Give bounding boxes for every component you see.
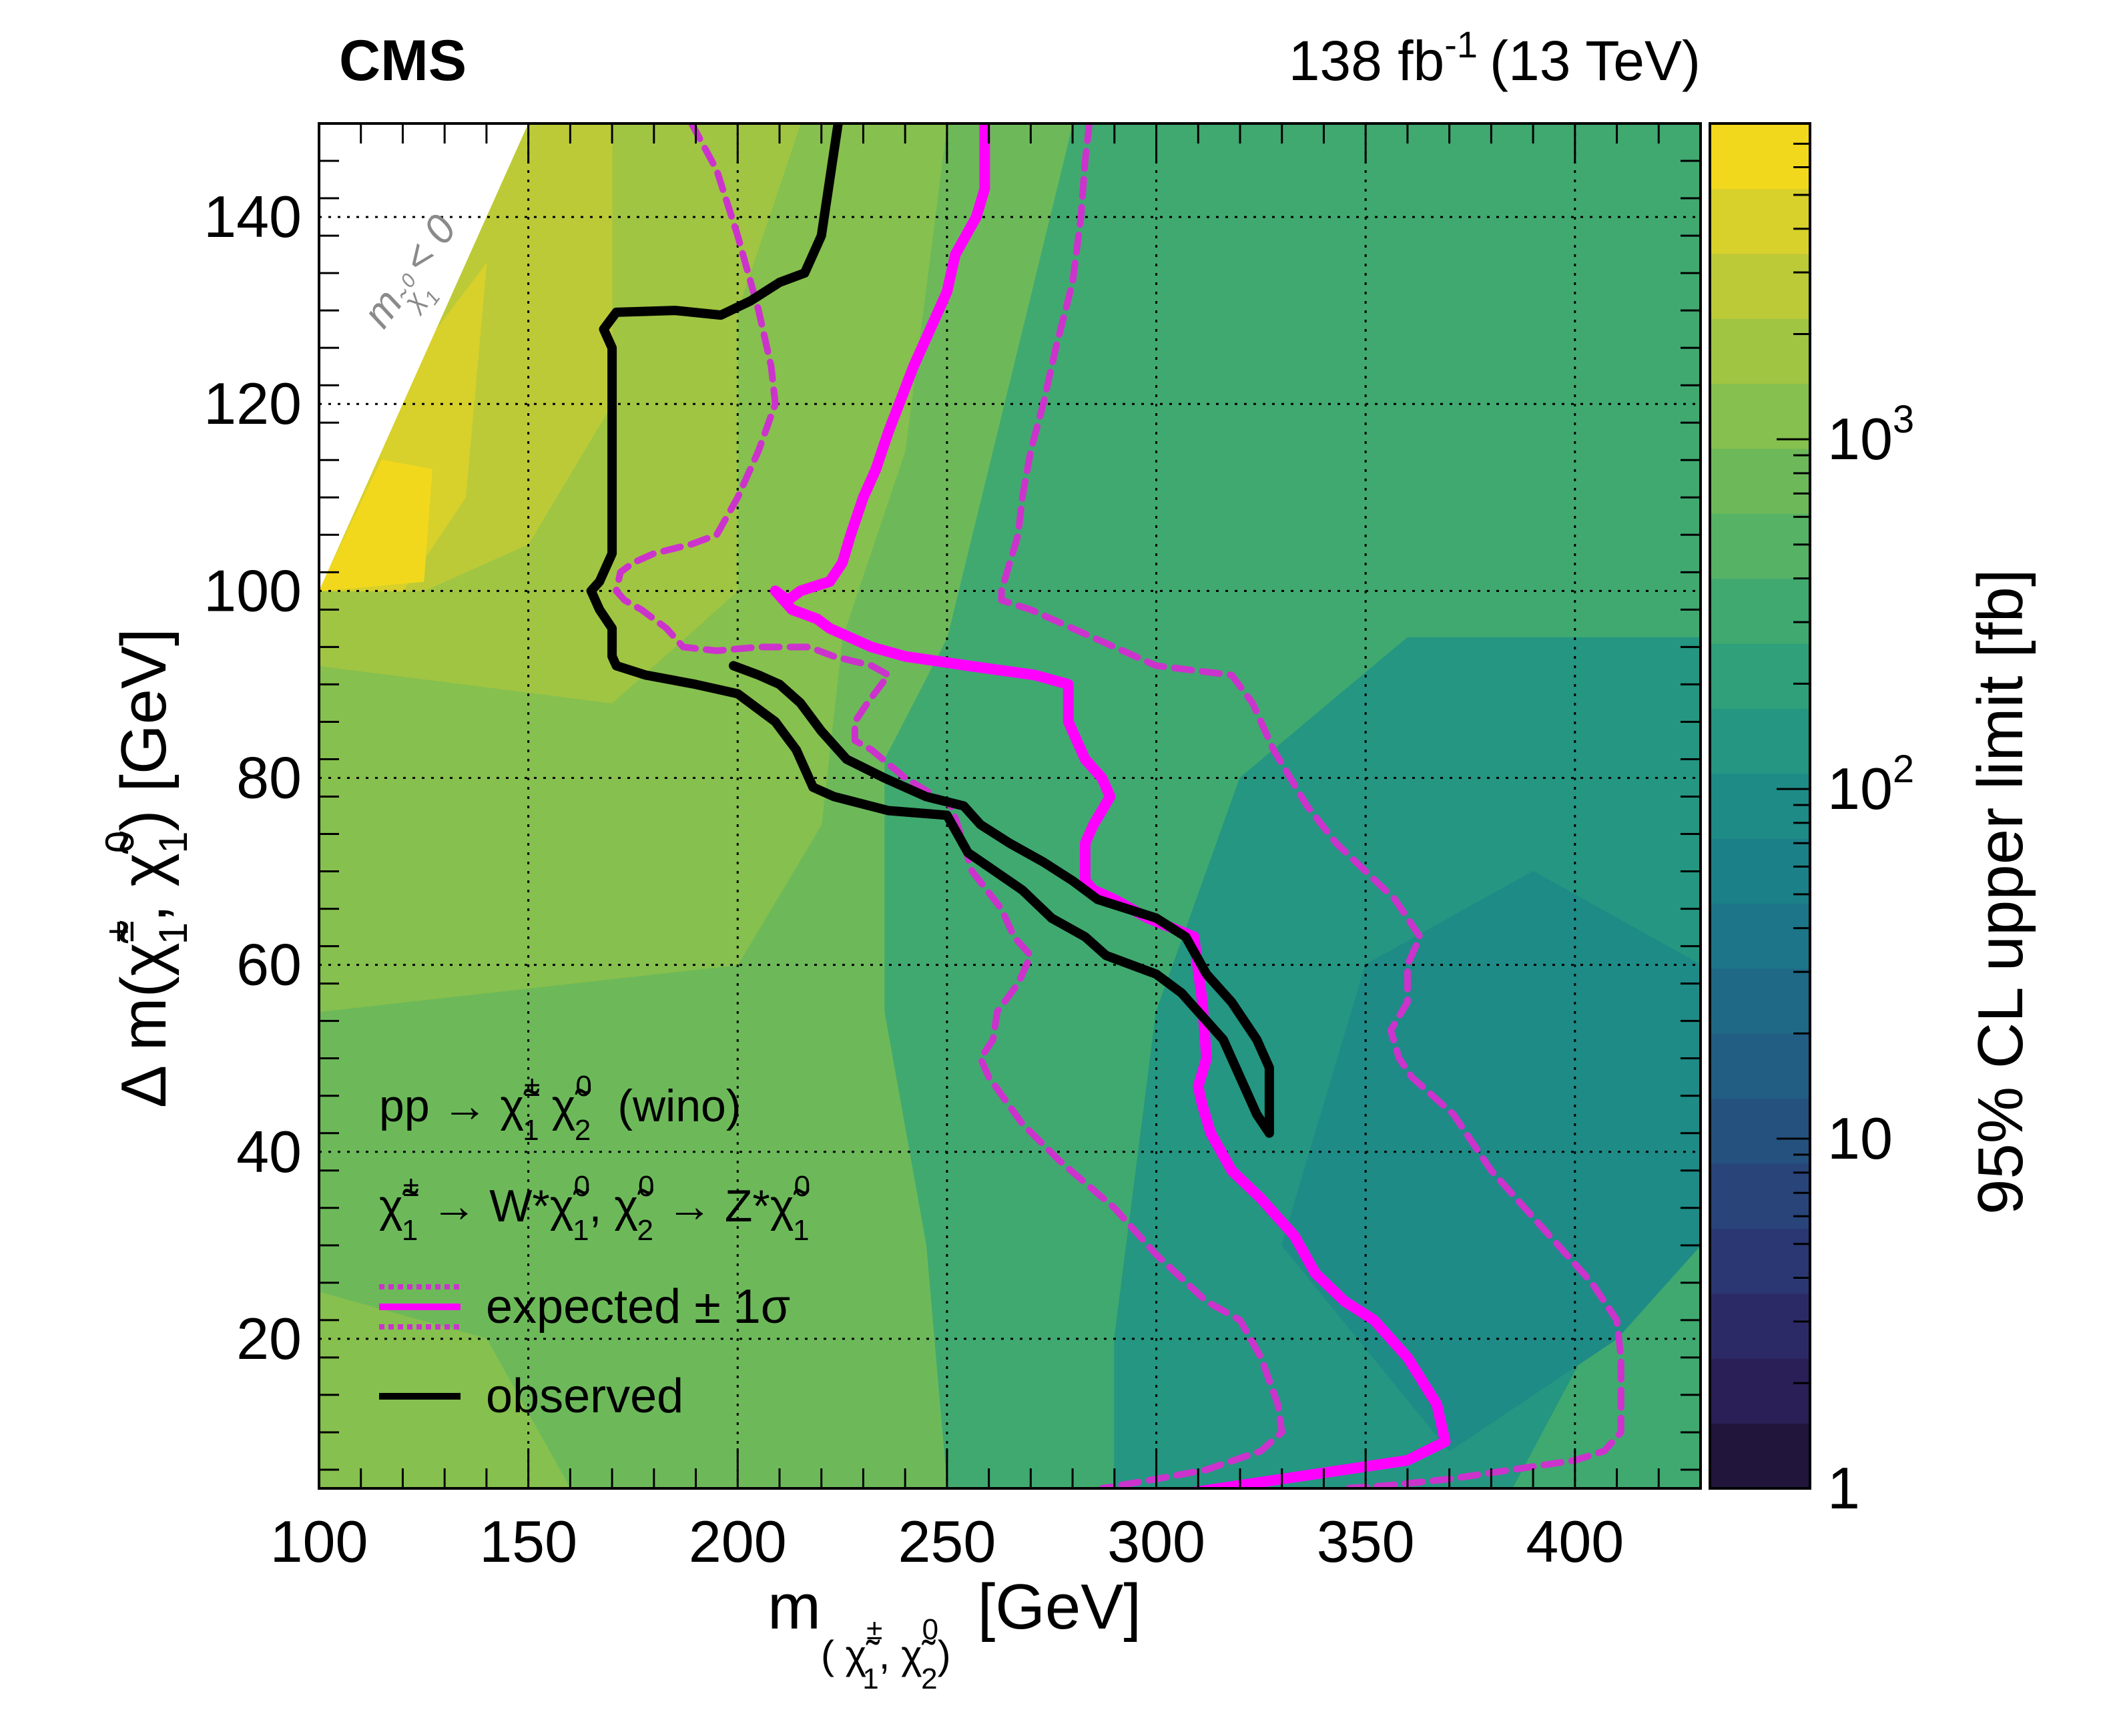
x-tick-label: 100 [270,1508,368,1574]
heat-region-8 [1281,870,1701,1452]
forbidden-region [319,123,529,591]
legend: pp → χ̃± 1 χ̃0 2 (wino) χ̃± 1 → W*χ̃0 1, χ̃0 2 →… [379,1070,810,1423]
colorbar-band [1710,903,1810,969]
x-tick-label: 250 [898,1508,996,1574]
x-tick-label: 200 [689,1508,787,1574]
colorbar-band [1710,123,1810,189]
y-tick-label: 100 [204,557,302,623]
x-tick-label: 150 [479,1508,577,1574]
colorbar-band [1710,643,1810,709]
experiment-label: CMS [339,29,467,93]
colorbar-band [1710,838,1810,904]
y-tick-label: 40 [236,1119,302,1185]
heat-region-9 [319,1291,571,1488]
legend-process: pp → χ̃± 1 χ̃0 2 (wino) [379,1070,741,1147]
y-tick-label: 60 [236,932,302,998]
x-tick-label: 300 [1107,1508,1205,1574]
x-tick-label: 400 [1526,1508,1624,1574]
limit-heatmap [319,123,1701,1488]
colorbar-tick-label: 102 [1827,748,1914,822]
colorbar-band [1710,318,1810,384]
colorbar [1710,123,1810,1489]
tick-labels: 100 150 200 250 300 350 400 20 40 60 80 100 120 140 [204,184,1624,1574]
colorbar-band [1710,448,1810,514]
colorbar-band [1710,1423,1810,1489]
colorbar-band [1710,513,1810,579]
y-tick-label: 120 [204,370,302,437]
colorbar-tick-label: 10 [1827,1105,1893,1171]
colorbar-band [1710,1033,1810,1099]
legend-observed-label: observed [486,1370,683,1423]
grid-lines [319,123,1701,1488]
x-tick-label: 350 [1317,1508,1415,1574]
colorbar-band [1710,968,1810,1034]
curve-expected-1- [613,123,1285,1488]
colorbar-band [1710,1358,1810,1424]
plot-frame [318,122,1702,1490]
colorbar-band [1710,253,1810,319]
colorbar-band [1710,1228,1810,1294]
heat-region-6 [319,459,432,591]
curve-expected-1- [998,123,1624,1488]
colorbar-band [1710,1163,1810,1229]
curve-observed [586,123,1274,1138]
legend-decay: χ̃± 1 → W*χ̃0 1, χ̃0 2 → Z*χ̃0 1 [379,1170,810,1247]
y-axis-title: Δ m(χ̃± 1, χ̃0 1) [GeV] [97,628,196,1108]
limit-contours [586,123,1624,1488]
colorbar-band [1710,708,1810,774]
colorbar-band [1710,188,1810,254]
colorbar-band [1710,1293,1810,1359]
curve-expected [770,123,1451,1488]
axis-ticks [318,122,1702,1488]
y-tick-label: 80 [236,744,302,810]
legend-expected-label: expected ± 1σ [486,1280,790,1334]
x-axis-title: m( χ̃± 1, χ̃0 2)[GeV] [768,1571,1141,1695]
colorbar-band [1710,773,1810,839]
colorbar-ticks: 1 10 102 103 [1777,122,1914,1521]
colorbar-band [1710,1098,1810,1164]
colorbar-tick-label: 1 [1827,1455,1860,1521]
y-tick-label: 20 [236,1306,302,1372]
y-tick-label: 140 [204,184,302,250]
luminosity-label: 138 fb-1 (13 TeV) [1289,23,1701,92]
colorbar-band [1710,578,1810,644]
colorbar-title: 95% CL upper limit [fb] [1965,569,2036,1215]
colorbar-band [1710,383,1810,449]
colorbar-tick-label: 103 [1827,398,1914,472]
